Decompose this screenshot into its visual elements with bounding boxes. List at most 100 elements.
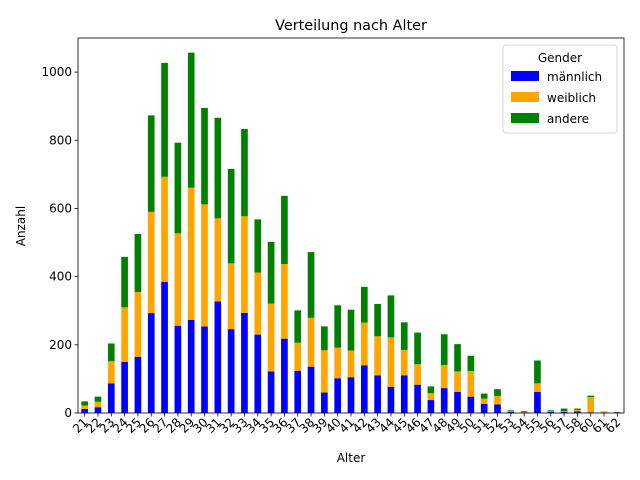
bar-segment	[267, 241, 275, 304]
legend-title: Gender	[538, 51, 582, 65]
bar-segment	[534, 391, 541, 413]
y-tick-label: 600	[49, 201, 72, 215]
bar-segment	[400, 375, 408, 413]
legend-swatch	[511, 92, 539, 102]
x-axis-label: Alter	[337, 451, 366, 465]
bar-segment	[187, 187, 195, 320]
bar-segment	[227, 263, 235, 330]
bar-segment	[294, 370, 302, 413]
bar-segment	[374, 336, 381, 376]
bar-segment	[467, 371, 475, 397]
bar-segment	[334, 347, 342, 379]
bar-segment	[174, 142, 182, 234]
bar-segment	[494, 395, 501, 405]
y-axis-label: Anzahl	[14, 206, 28, 246]
bar-segment	[334, 378, 342, 413]
bar-segment	[440, 388, 448, 413]
bar-segment	[94, 396, 102, 402]
bar-segment	[267, 303, 275, 372]
bar-segment	[467, 396, 475, 413]
bar-segment	[321, 326, 328, 351]
bar-segment	[281, 264, 288, 339]
bar-segment	[81, 405, 88, 409]
bar-segment	[294, 310, 302, 343]
legend-label: andere	[547, 112, 589, 126]
y-tick-label: 400	[49, 270, 72, 284]
bar-segment	[254, 272, 262, 335]
bar-segment	[134, 234, 142, 292]
bar-segment	[161, 62, 168, 177]
bar-segment	[107, 361, 115, 384]
bar-segment	[347, 350, 355, 378]
bar-segment	[520, 411, 528, 413]
bar-segment	[241, 312, 248, 413]
y-tick-label: 200	[49, 338, 72, 352]
bar-segment	[321, 350, 328, 393]
bar-segment	[547, 410, 555, 412]
legend-swatch	[511, 71, 539, 81]
bar-segment	[281, 338, 288, 413]
bar-segment	[480, 403, 488, 413]
bar-segment	[360, 365, 368, 413]
bar-segment	[347, 309, 355, 351]
y-tick-label: 1000	[41, 65, 72, 79]
bar-segment	[427, 400, 435, 413]
bar-segment	[201, 107, 208, 205]
y-axis: 0 200 400 600 800 1000	[41, 65, 78, 420]
bar-segment	[107, 343, 115, 362]
bar-segment	[307, 252, 315, 318]
bar-segment	[454, 371, 461, 392]
bar-segment	[307, 366, 315, 413]
bar-segment	[587, 395, 595, 397]
bar-segment	[360, 322, 368, 366]
bar-segment	[587, 396, 595, 413]
bar-segment	[480, 398, 488, 404]
chart-title: Verteilung nach Alter	[275, 18, 427, 34]
bar-segment	[134, 356, 142, 413]
bar-segment	[187, 52, 195, 188]
bar-segment	[507, 410, 515, 412]
bar-segment	[467, 355, 475, 372]
bar-segment	[227, 168, 235, 264]
bar-segment	[94, 401, 102, 408]
bar-segment	[147, 211, 155, 314]
bar-segment	[347, 377, 355, 413]
bar-segment	[494, 404, 501, 413]
bar-segment	[321, 392, 328, 413]
bar-segment	[520, 410, 528, 412]
bar-segment	[254, 219, 262, 273]
bar-segment	[387, 386, 395, 413]
bar-segment	[241, 129, 248, 217]
bar-segment	[574, 411, 581, 413]
bar-segment	[174, 325, 182, 413]
bar-segment	[560, 411, 568, 412]
bar-segment	[600, 411, 608, 413]
legend-label: männlich	[547, 70, 602, 84]
bars-group	[81, 52, 621, 413]
bar-segment	[94, 407, 102, 413]
bar-segment	[427, 386, 435, 394]
bar-segment	[387, 295, 395, 338]
bar-segment	[360, 286, 368, 323]
bar-segment	[121, 256, 128, 308]
bar-segment	[534, 383, 541, 392]
bar-segment	[121, 361, 128, 413]
y-tick-label: 800	[49, 133, 72, 147]
bar-segment	[560, 411, 568, 413]
bar-segment	[440, 334, 448, 365]
bar-segment	[374, 375, 381, 413]
bar-segment	[547, 411, 555, 412]
bar-segment	[147, 115, 155, 212]
bar-segment	[507, 411, 515, 413]
bar-segment	[387, 337, 395, 387]
bar-segment	[81, 401, 88, 406]
legend: Gender männlich weiblich andere	[502, 44, 618, 134]
bar-segment	[214, 117, 222, 219]
bar-segment	[107, 383, 115, 413]
bar-segment	[147, 313, 155, 413]
bar-segment	[374, 303, 381, 337]
legend-label: weiblich	[547, 91, 596, 105]
bar-segment	[201, 204, 208, 327]
bar-segment	[134, 291, 142, 357]
